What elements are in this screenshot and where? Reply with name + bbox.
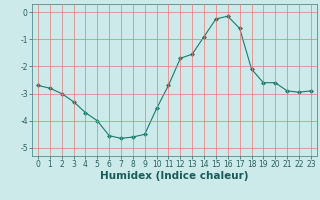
- X-axis label: Humidex (Indice chaleur): Humidex (Indice chaleur): [100, 171, 249, 181]
